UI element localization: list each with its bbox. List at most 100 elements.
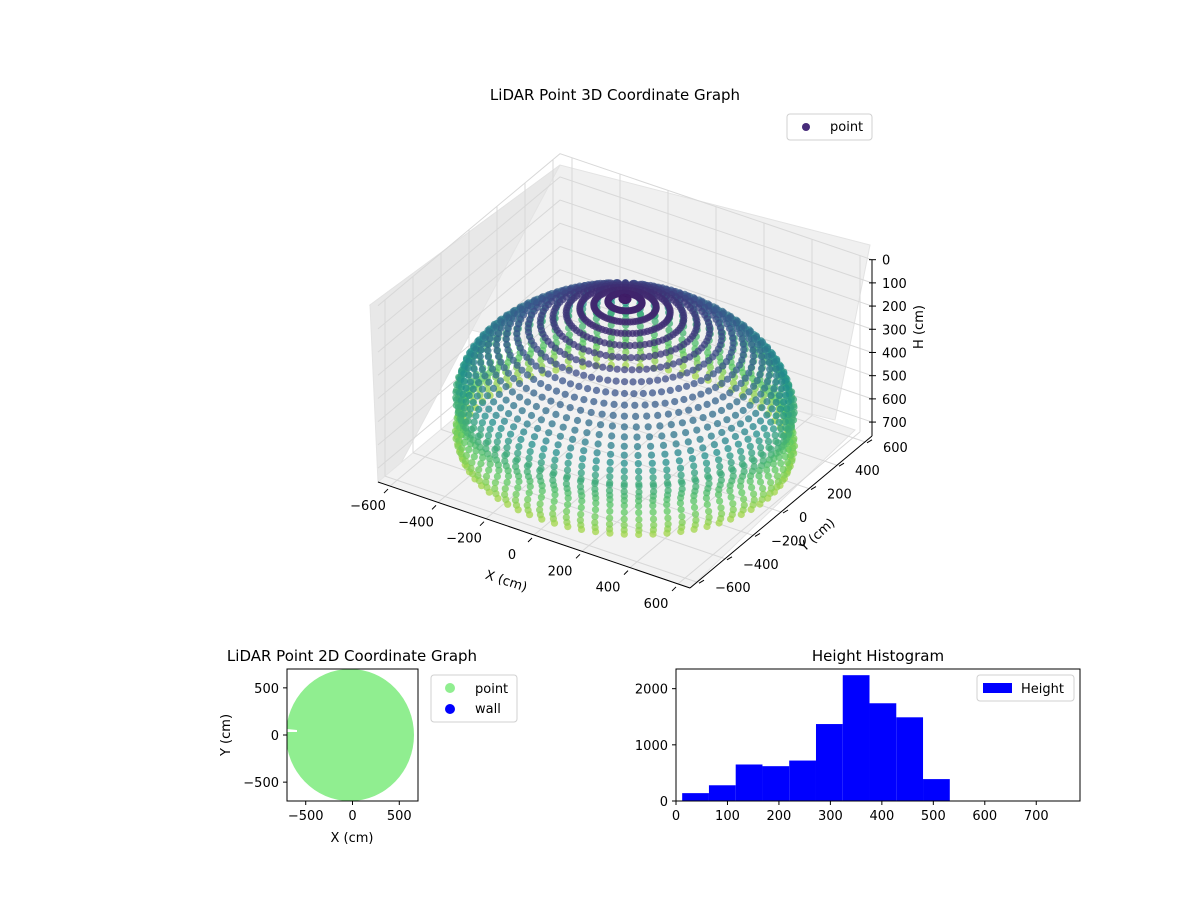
point-3d bbox=[508, 388, 516, 396]
point-3d bbox=[537, 416, 546, 424]
point-3d bbox=[483, 392, 492, 400]
hist-frame bbox=[675, 668, 1081, 802]
point-3d bbox=[756, 417, 765, 425]
point-3d bbox=[651, 317, 659, 325]
point-3d bbox=[495, 466, 503, 474]
point-3d bbox=[663, 507, 671, 515]
point-3d bbox=[613, 365, 621, 373]
point-3d bbox=[649, 502, 657, 510]
point-3d bbox=[599, 363, 607, 371]
point-3d bbox=[713, 420, 722, 428]
point-3d bbox=[637, 378, 646, 386]
point-3d bbox=[577, 510, 585, 518]
point-3d bbox=[647, 451, 656, 459]
legend-2d-wall-label: wall bbox=[475, 702, 501, 717]
point-3d bbox=[726, 487, 734, 495]
point-3d bbox=[741, 428, 749, 436]
point-3d bbox=[717, 471, 725, 479]
legend-2d-wall-marker bbox=[445, 704, 455, 714]
point-3d bbox=[465, 446, 473, 454]
point-3d bbox=[658, 432, 666, 440]
point-3d bbox=[699, 444, 707, 452]
point-3d bbox=[738, 489, 746, 497]
point-3d bbox=[749, 346, 757, 354]
point-3d bbox=[756, 346, 764, 355]
point-3d bbox=[580, 447, 588, 455]
z-tick-label: 300 bbox=[882, 323, 907, 338]
x-tick-label: −600 bbox=[350, 499, 386, 514]
zlabel-3d: H (cm) bbox=[912, 305, 927, 349]
point-3d bbox=[650, 482, 658, 490]
point-3d bbox=[479, 399, 487, 407]
point-3d bbox=[699, 414, 707, 422]
point-3d bbox=[650, 521, 658, 529]
point-3d bbox=[541, 353, 550, 361]
point-3d bbox=[470, 365, 478, 373]
point-3d bbox=[484, 347, 492, 355]
hist-bar bbox=[923, 779, 950, 801]
point-3d bbox=[472, 372, 480, 380]
point-3d bbox=[745, 415, 753, 423]
point-3d bbox=[695, 363, 703, 371]
y-tick bbox=[782, 509, 789, 514]
hist-bar bbox=[682, 793, 709, 801]
point-3d bbox=[714, 491, 723, 499]
point-3d bbox=[651, 400, 659, 408]
point-3d bbox=[520, 428, 528, 436]
point-3d bbox=[657, 388, 666, 396]
legend-2d-point-marker bbox=[445, 683, 455, 693]
point-3d bbox=[717, 406, 726, 415]
point-3d bbox=[664, 520, 672, 528]
hist-bar bbox=[762, 766, 790, 801]
point-3d bbox=[532, 362, 540, 370]
point-3d bbox=[551, 374, 559, 382]
point-3d bbox=[605, 481, 614, 489]
point-3d bbox=[750, 382, 758, 390]
point-3d bbox=[509, 374, 518, 383]
point-3d bbox=[739, 340, 747, 348]
point-3d bbox=[726, 389, 734, 397]
point-3d bbox=[620, 433, 629, 441]
point-3d bbox=[755, 472, 763, 480]
point-3d bbox=[644, 423, 652, 431]
point-3d bbox=[716, 497, 724, 505]
y-tick-label-hist: 0 bbox=[660, 795, 668, 810]
point-3d bbox=[465, 371, 473, 379]
y-tick-label-hist: 1000 bbox=[635, 739, 668, 754]
point-3d bbox=[733, 324, 741, 333]
point-3d bbox=[469, 385, 477, 393]
point-3d bbox=[467, 464, 475, 473]
point-3d bbox=[510, 402, 518, 410]
point-3d bbox=[614, 353, 623, 361]
point-3d bbox=[595, 375, 604, 383]
point-3d bbox=[646, 377, 654, 385]
point-3d bbox=[639, 353, 647, 361]
point-3d bbox=[764, 437, 773, 446]
point-3d bbox=[721, 437, 729, 445]
point-3d bbox=[486, 359, 494, 367]
point-3d bbox=[747, 363, 755, 372]
grid-z bbox=[377, 245, 873, 399]
point-3d bbox=[549, 471, 557, 479]
point-3d bbox=[669, 373, 677, 381]
point-3d bbox=[718, 379, 726, 387]
z-tick-label: 100 bbox=[882, 277, 907, 292]
point-3d bbox=[495, 431, 503, 439]
plot3d: LiDAR Point 3D Coordinate Graph −600 −400… bbox=[350, 86, 927, 612]
point-3d bbox=[740, 346, 748, 354]
point-3d bbox=[631, 401, 639, 409]
point-3d bbox=[479, 340, 487, 348]
point-3d bbox=[598, 325, 606, 334]
grid-z bbox=[377, 153, 873, 307]
point-3d bbox=[639, 389, 647, 398]
point-3d bbox=[523, 353, 531, 361]
point-3d bbox=[530, 433, 539, 441]
x-tick-label-hist: 100 bbox=[715, 809, 740, 824]
point-3d bbox=[745, 369, 753, 377]
point-3d bbox=[494, 352, 503, 360]
hist-bar bbox=[869, 703, 897, 801]
point-3d bbox=[651, 351, 659, 359]
point-3d bbox=[691, 339, 699, 347]
point-3d bbox=[750, 496, 758, 504]
point-3d bbox=[511, 463, 520, 471]
